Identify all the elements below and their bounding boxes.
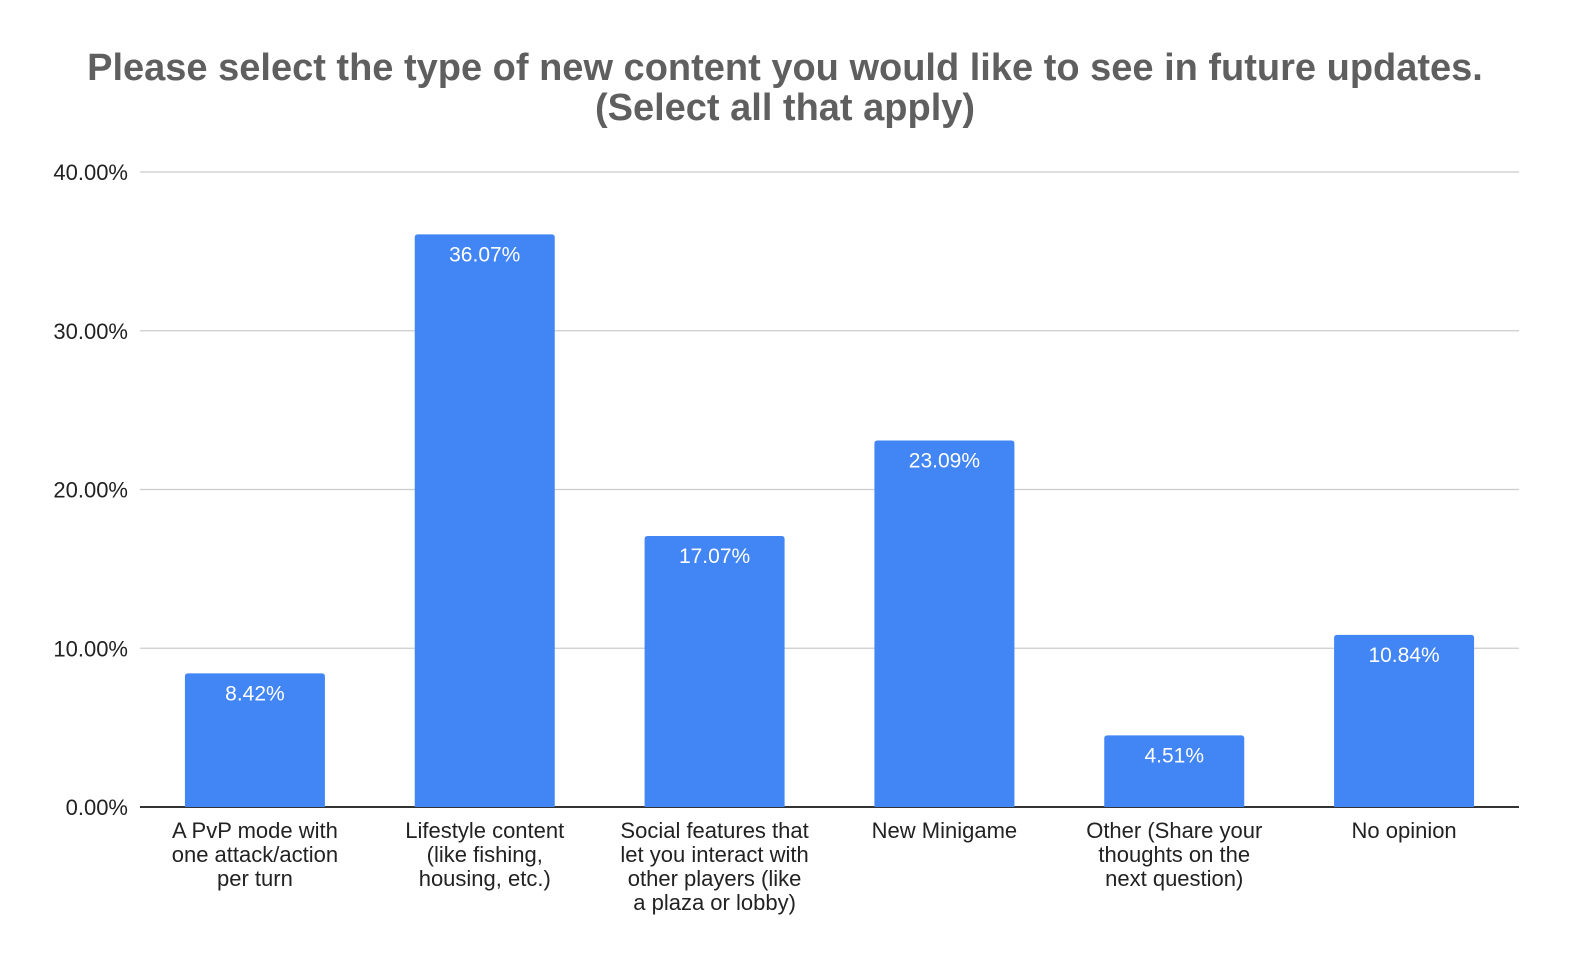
x-category-label-line: A PvP mode with — [172, 818, 338, 843]
x-axis-categories: A PvP mode with one attack/action per turn… — [172, 818, 1457, 915]
x-category-label-line: No opinion — [1351, 818, 1456, 843]
bars — [184, 234, 1475, 808]
x-category-label-line: (like fishing, — [427, 842, 543, 867]
y-tick-label: 30.00% — [53, 319, 128, 344]
x-category-label-line: Other (Share your — [1086, 818, 1262, 843]
x-category-label: A PvP mode with one attack/action per turn — [172, 818, 338, 891]
x-category-label: Social features that let you interact wit… — [620, 818, 808, 915]
x-category-label-line: a plaza or lobby) — [633, 890, 796, 915]
x-category-label-line: per turn — [217, 866, 293, 891]
x-category-label-line: thoughts on the — [1098, 842, 1250, 867]
bar-value-label: 4.51% — [1144, 744, 1204, 767]
bar — [184, 673, 325, 807]
gridlines — [140, 171, 1519, 808]
x-category-label-line: next question) — [1105, 866, 1243, 891]
bar — [414, 234, 555, 808]
x-category-label-line: Social features that — [620, 818, 808, 843]
y-axis-ticks: 0.00% 10.00% 20.00% 30.00% 40.00% — [53, 160, 128, 820]
chart-title-line: (Select all that apply) — [595, 87, 975, 129]
x-category-label-line: let you interact with — [620, 842, 808, 867]
x-category-label: No opinion — [1351, 818, 1456, 843]
y-tick-label: 20.00% — [53, 478, 128, 503]
chart-title: Please select the type of new content yo… — [87, 47, 1483, 129]
bar-value-label: 8.42% — [225, 682, 285, 705]
bar-value-labels: 8.42% 36.07% 17.07% 23.09% 4.51% 10.84% — [225, 243, 1440, 767]
bar-value-label: 17.07% — [679, 545, 750, 568]
x-category-label: New Minigame — [872, 818, 1018, 843]
bar — [1104, 735, 1245, 807]
x-category-label-line: New Minigame — [872, 818, 1018, 843]
y-tick-label: 0.00% — [66, 795, 128, 820]
x-category-label-line: other players (like — [628, 866, 802, 891]
bar — [874, 440, 1015, 807]
x-category-label: Other (Share your thoughts on the next que… — [1086, 818, 1262, 891]
bar-value-label: 10.84% — [1368, 644, 1439, 667]
x-category-label-line: housing, etc.) — [419, 866, 551, 891]
x-category-label-line: one attack/action — [172, 842, 338, 867]
bar — [644, 536, 785, 807]
chart-title-line: Please select the type of new content yo… — [87, 47, 1483, 89]
y-tick-label: 10.00% — [53, 636, 128, 661]
y-tick-label: 40.00% — [53, 160, 128, 185]
bar — [1334, 634, 1475, 807]
bar-value-label: 23.09% — [909, 449, 980, 472]
bar-value-label: 36.07% — [449, 243, 520, 266]
x-category-label: Lifestyle content (like fishing, housing, … — [405, 818, 564, 891]
x-category-label-line: Lifestyle content — [405, 818, 564, 843]
